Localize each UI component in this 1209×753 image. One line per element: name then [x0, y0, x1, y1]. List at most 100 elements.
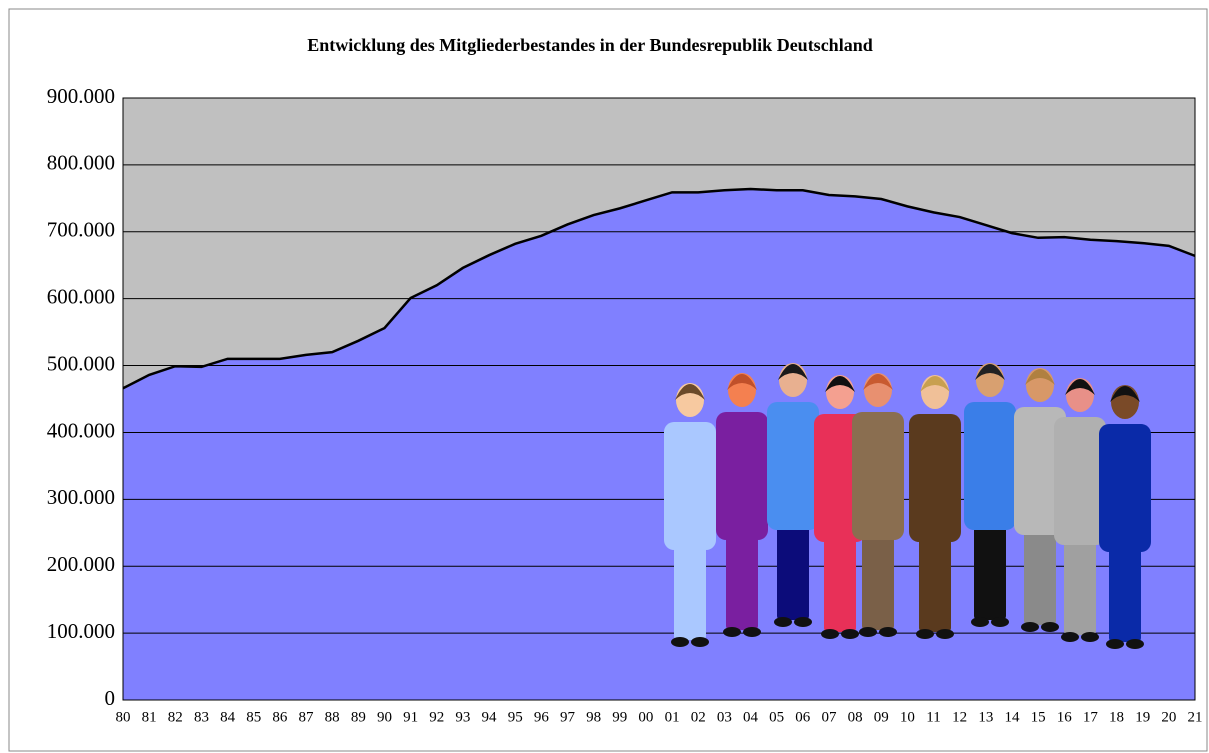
x-tick-label: 04 [743, 709, 759, 725]
x-tick-label: 03 [717, 709, 732, 725]
person-legs [919, 532, 951, 632]
area-line [122, 187, 1196, 390]
y-tick-label: 0 [105, 686, 116, 710]
person-shoe [774, 617, 792, 627]
person-hair [1025, 369, 1055, 385]
x-tick-label: 80 [116, 709, 131, 725]
x-tick-label: 18 [1109, 709, 1124, 725]
chart-title: Entwicklung des Mitgliederbestandes in d… [307, 35, 872, 55]
y-tick-label: 700.000 [47, 218, 115, 242]
x-tick-label: 10 [900, 709, 915, 725]
x-tick-label: 05 [769, 709, 784, 725]
x-tick-label: 02 [691, 709, 706, 725]
person-shoe [841, 629, 859, 639]
x-tick-label: 17 [1083, 709, 1099, 725]
y-tick-label: 500.000 [47, 351, 115, 375]
person-legs [974, 520, 1006, 620]
person-hair [675, 384, 705, 400]
y-tick-label: 600.000 [47, 284, 115, 308]
person-shoe [1106, 639, 1124, 649]
person-body [909, 414, 961, 542]
x-tick-label: 07 [821, 709, 837, 725]
x-tick-label: 96 [534, 709, 550, 725]
person-shoe [916, 629, 934, 639]
y-tick-label: 800.000 [47, 151, 115, 175]
person-body [1054, 417, 1106, 545]
person-hair [778, 364, 808, 380]
person-shoe [991, 617, 1009, 627]
x-tick-label: 91 [403, 709, 418, 725]
person-body [1099, 424, 1151, 552]
x-tick-label: 16 [1057, 709, 1073, 725]
x-tick-label: 93 [455, 709, 470, 725]
people-illustration [664, 363, 1151, 649]
person-shoe [1021, 622, 1039, 632]
x-tick-label: 11 [926, 709, 940, 725]
y-tick-label: 100.000 [47, 619, 115, 643]
person-shoe [936, 629, 954, 639]
x-tick-label: 89 [351, 709, 366, 725]
person-legs [674, 540, 706, 640]
x-tick-label: 12 [952, 709, 967, 725]
x-tick-label: 99 [612, 709, 627, 725]
x-tick-label: 00 [638, 709, 653, 725]
person-shoe [1041, 622, 1059, 632]
person-shoe [794, 617, 812, 627]
x-tick-label: 90 [377, 709, 392, 725]
x-tick-label: 14 [1004, 709, 1020, 725]
x-tick-label: 81 [142, 709, 157, 725]
person-body [767, 402, 819, 530]
person-hair [1065, 379, 1095, 395]
person-body [1014, 407, 1066, 535]
x-tick-label: 01 [665, 709, 680, 725]
person-legs [1064, 535, 1096, 635]
person-hair [920, 376, 950, 392]
person-legs [777, 520, 809, 620]
person-shoe [971, 617, 989, 627]
person-hair [727, 374, 757, 390]
x-tick-label: 87 [299, 709, 315, 725]
x-tick-label: 88 [325, 709, 340, 725]
x-tick-label: 84 [220, 709, 236, 725]
y-tick-label: 900.000 [47, 84, 115, 108]
person-hair [863, 374, 893, 390]
x-tick-label: 85 [246, 709, 261, 725]
person-shoe [821, 629, 839, 639]
person-body [852, 412, 904, 540]
x-tick-label: 09 [874, 709, 889, 725]
person-hair [825, 376, 855, 392]
plot-border [122, 97, 1196, 701]
person-shoe [671, 637, 689, 647]
x-tick-label: 15 [1031, 709, 1046, 725]
x-tick-label: 19 [1135, 709, 1150, 725]
x-tick-label: 82 [168, 709, 183, 725]
person-shoe [743, 627, 761, 637]
person-legs [1024, 525, 1056, 625]
x-tick-label: 95 [508, 709, 523, 725]
x-tick-label: 83 [194, 709, 209, 725]
person-shoe [1081, 632, 1099, 642]
y-tick-label: 200.000 [47, 552, 115, 576]
x-tick-label: 20 [1161, 709, 1176, 725]
x-tick-label: 92 [429, 709, 444, 725]
person-shoe [691, 637, 709, 647]
person-hair [1110, 386, 1140, 402]
x-tick-label: 21 [1188, 709, 1203, 725]
person-shoe [723, 627, 741, 637]
x-tick-label: 98 [586, 709, 601, 725]
person-body [664, 422, 716, 550]
x-tick-label: 06 [795, 709, 811, 725]
person-shoe [1126, 639, 1144, 649]
person-legs [1109, 542, 1141, 642]
person-legs [862, 530, 894, 630]
x-tick-label: 94 [482, 709, 498, 725]
y-tick-label: 300.000 [47, 485, 115, 509]
x-tick-label: 97 [560, 709, 576, 725]
person-legs [824, 532, 856, 632]
person-body [964, 402, 1016, 530]
person-hair [975, 364, 1005, 380]
person-legs [726, 530, 758, 630]
person-shoe [1061, 632, 1079, 642]
person-body [716, 412, 768, 540]
